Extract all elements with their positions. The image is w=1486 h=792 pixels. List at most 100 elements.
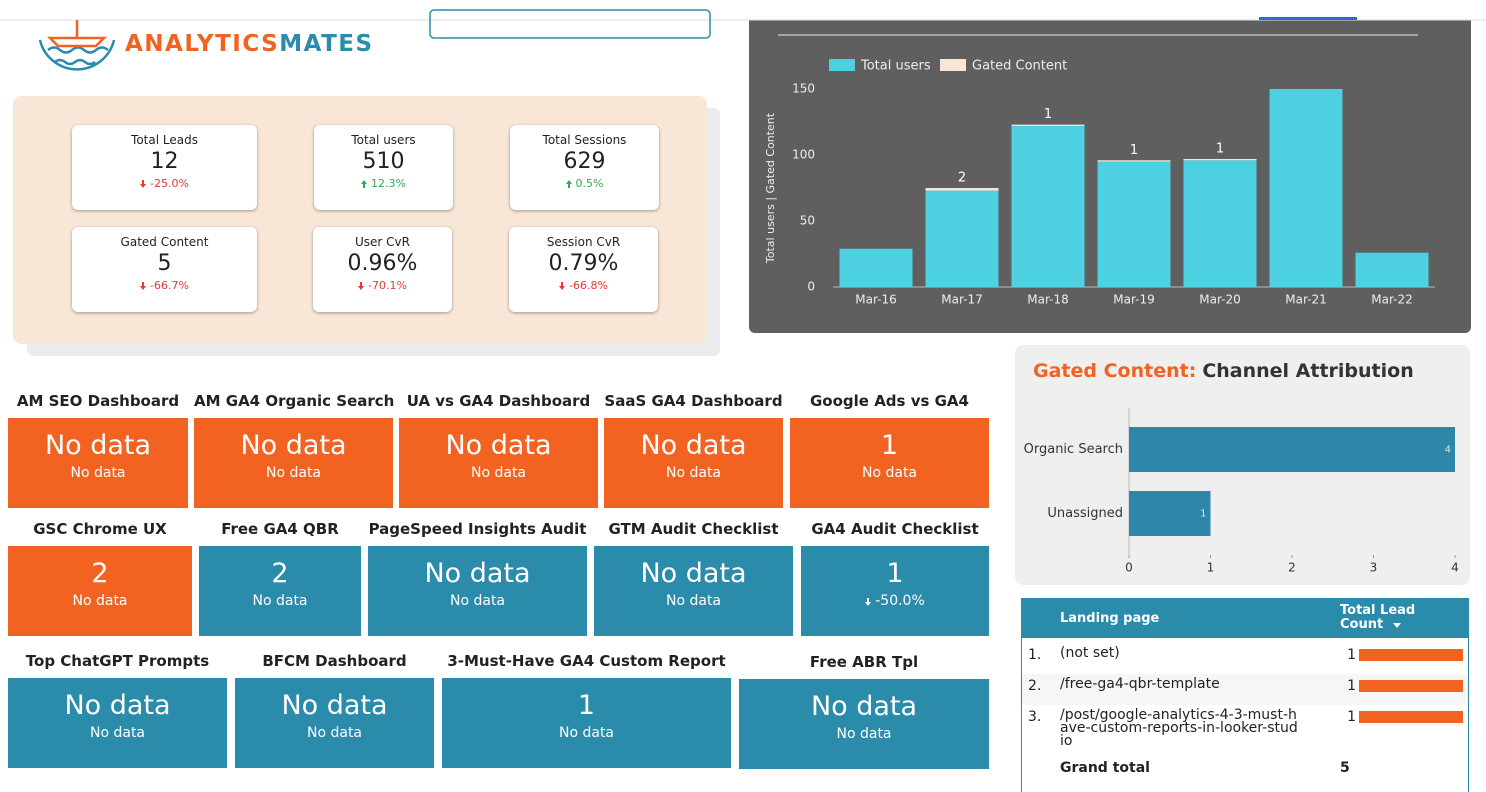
tile-value: 2: [271, 558, 289, 589]
tile-sub: No data: [665, 593, 722, 609]
tile-value: No data: [640, 558, 747, 589]
bar: [1269, 89, 1343, 287]
bar: [1183, 160, 1257, 287]
scorecard-value: 0.96%: [347, 251, 418, 276]
scorecard-change: 0.5%: [510, 177, 659, 190]
tile-value: No data: [281, 690, 388, 721]
tile[interactable]: No data No data: [8, 678, 227, 768]
tile-value: 1: [886, 558, 904, 589]
tile[interactable]: No data No data: [739, 679, 989, 769]
tile[interactable]: No data No data: [8, 418, 188, 508]
tile[interactable]: No data No data: [594, 546, 793, 636]
trend-arrow: [559, 282, 566, 290]
tile-title: GTM Audit Checklist: [608, 520, 779, 538]
row-index: 3.: [1028, 709, 1042, 725]
tile-title: BFCM Dashboard: [262, 652, 407, 670]
header-cell[interactable]: Total Lead Count: [1340, 603, 1416, 632]
tile-title: GA4 Audit Checklist: [811, 520, 979, 538]
tile-sub: No data: [70, 465, 126, 481]
tile-sub: No data: [665, 465, 722, 481]
data-label: 2: [958, 171, 966, 186]
bar-chart: 0 50 100 150 Total users | Gated Content Mar-…: [764, 59, 1435, 307]
tile-sub: No data: [306, 725, 363, 741]
header-cell[interactable]: Landing page: [1060, 611, 1160, 626]
tile[interactable]: 2 No data: [8, 546, 192, 636]
trend-arrow: [565, 180, 572, 188]
tile-title: Free ABR Tpl: [809, 653, 919, 671]
control-box[interactable]: [429, 9, 711, 39]
scorecard-label: Total Sessions: [542, 133, 627, 147]
lead-count: 1: [1347, 647, 1356, 663]
sort-icon: [1393, 623, 1401, 628]
scorecard-change: -66.7%: [72, 279, 257, 292]
tile[interactable]: No data No data: [235, 678, 434, 768]
tile-sub: No data: [265, 465, 322, 481]
scorecard-label: Total users: [351, 133, 416, 147]
tile-sub: No data: [72, 593, 128, 609]
y-tick-label: Organic Search: [1024, 442, 1123, 457]
landing-page: /free-ga4-qbr-template: [1060, 676, 1220, 692]
data-label: 4: [1445, 445, 1451, 456]
scorecard: Total users 510 12.3%: [314, 125, 453, 210]
bar: [1097, 161, 1171, 287]
tile[interactable]: No data No data: [604, 418, 783, 508]
tile-sub: No data: [558, 725, 615, 741]
legend-swatch: [940, 59, 966, 71]
tile[interactable]: 1 -50.0%: [801, 546, 989, 636]
x-tick-label: Mar-19: [1113, 293, 1154, 307]
tile-sub: No data: [252, 593, 308, 609]
y-tick-label: 150: [792, 82, 815, 96]
x-tick-label: 1: [1207, 561, 1215, 575]
scorecard-change: -70.1%: [313, 279, 452, 292]
bar: [1129, 491, 1211, 536]
scorecard-value: 5: [157, 251, 172, 276]
tile-title: Google Ads vs GA4: [810, 392, 969, 410]
bar: [1355, 252, 1429, 287]
scorecard: Session CvR 0.79% -66.8%: [509, 227, 658, 312]
landing-page: (not set): [1060, 645, 1120, 661]
tile[interactable]: 1 No data: [442, 678, 731, 768]
x-tick-label: Mar-16: [855, 293, 896, 307]
row-index: 1.: [1028, 647, 1042, 663]
hbar-chart: 0 1 2 3 4 Organic Search 4 Unassigned 1: [1024, 408, 1459, 575]
scorecard: Gated Content 5 -66.7%: [72, 227, 257, 312]
x-tick-label: Mar-20: [1199, 293, 1240, 307]
total-value: 5: [1340, 760, 1350, 776]
trend-arrow: [358, 282, 365, 290]
scorecard-value: 0.79%: [548, 251, 619, 276]
tile-title: GSC Chrome UX: [33, 520, 167, 538]
data-label: 1: [1044, 107, 1052, 122]
scorecard-label: Gated Content: [120, 235, 209, 249]
landing-page: /post/google-analytics-4-3-must-have-cus…: [1060, 707, 1298, 749]
row-index: 2.: [1028, 678, 1042, 694]
x-tick-label: 3: [1370, 561, 1378, 575]
x-tick-label: 0: [1125, 561, 1133, 575]
tab-indicator: [1259, 17, 1357, 20]
tile[interactable]: No data No data: [194, 418, 393, 508]
scorecard-change: 12.3%: [314, 177, 453, 190]
scorecard-label: Session CvR: [546, 235, 621, 249]
trend-arrow: [865, 598, 872, 606]
tile-value: No data: [240, 430, 347, 461]
y-tick-label: 50: [800, 214, 815, 228]
tile[interactable]: 2 No data: [199, 546, 361, 636]
lead-bar: [1359, 711, 1463, 723]
logo-part: ANALYTICS: [125, 31, 279, 57]
scorecard-change: -66.8%: [509, 279, 658, 292]
tile-title: UA vs GA4 Dashboard: [406, 392, 591, 410]
y-axis-title: Total users | Gated Content: [764, 112, 777, 264]
y-tick-label: 0: [807, 280, 815, 294]
title-part: Channel Attribution: [1202, 360, 1413, 382]
tile[interactable]: No data No data: [368, 546, 587, 636]
tile[interactable]: No data No data: [399, 418, 598, 508]
scorecard-value: 629: [563, 149, 606, 174]
tile-title: AM SEO Dashboard: [16, 392, 180, 410]
data-label: 1: [1130, 143, 1138, 158]
tile-sub: No data: [861, 465, 918, 481]
bar: [925, 188, 999, 191]
tile-sub: No data: [89, 725, 146, 741]
data-label: 1: [1200, 509, 1206, 520]
scorecard-value: 510: [362, 149, 405, 174]
tile[interactable]: 1 No data: [790, 418, 989, 508]
tile-value: No data: [445, 430, 552, 461]
